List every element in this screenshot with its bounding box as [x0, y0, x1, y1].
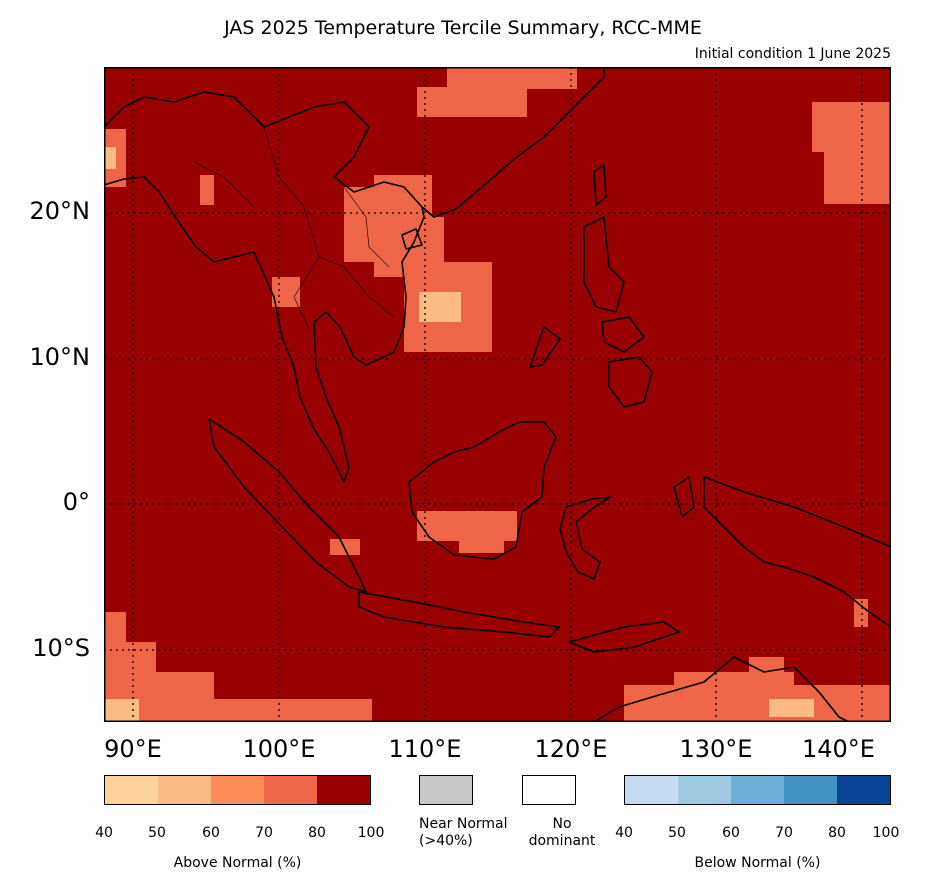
legend-above-tick-40: 40 — [95, 825, 113, 841]
legend-below-title: Below Normal (%) — [694, 855, 821, 871]
patch-pacific-ne-3 — [869, 152, 891, 204]
legend-above-tick-50: 50 — [148, 825, 166, 841]
legend-above-title: Above Normal (%) — [173, 855, 302, 871]
patch-sw-light — [104, 699, 139, 722]
patch-sumatra — [330, 539, 360, 555]
patch-myanmar — [200, 175, 214, 205]
patch-png — [854, 599, 868, 627]
patch-laos — [272, 277, 300, 307]
legend-below-colorbar — [624, 775, 891, 805]
legend-above-swatch-80-100 — [317, 776, 370, 804]
legend-above-swatch-60-70 — [211, 776, 264, 804]
coast-australia — [593, 656, 850, 722]
patch-sw-3 — [154, 672, 214, 722]
legend-no-dominant-line2: dominant — [528, 833, 596, 849]
patch-se-light — [769, 699, 814, 717]
legend-no-dominant-label: No dominant — [512, 816, 612, 850]
coast-visayas — [601, 316, 645, 353]
coast-taiwan — [593, 164, 607, 206]
coast-mindanao — [608, 356, 653, 408]
coast-halmahera — [673, 476, 695, 518]
gridlines — [104, 67, 891, 722]
patch-borneo-2 — [459, 537, 504, 553]
legend-below-tick-50: 50 — [668, 825, 686, 841]
lon-label-100e: 100°E — [242, 735, 316, 763]
patch-sw — [104, 612, 126, 722]
legend-near-normal-swatch — [419, 775, 473, 805]
legend-no-dominant-line1: No — [552, 816, 572, 832]
patch-vietnam-light — [419, 292, 461, 322]
legend-no-dominant-swatch — [522, 775, 576, 805]
patch-se-2 — [674, 672, 794, 692]
coast-timor — [568, 621, 680, 653]
legend-below-swatch-80-100 — [837, 776, 890, 804]
lon-label-120e: 120°E — [534, 735, 608, 763]
legend-below-swatch-50-60 — [678, 776, 731, 804]
tercile-map — [104, 67, 891, 722]
coast-java — [358, 591, 560, 638]
coast-sulawesi — [559, 496, 611, 580]
legend-above-tick-100: 100 — [357, 825, 385, 841]
legend-above-swatch-70-80 — [264, 776, 317, 804]
coast-asia-mainland — [104, 91, 425, 483]
coast-sumatra — [208, 418, 367, 593]
lat-label-0: 0° — [62, 488, 90, 516]
lon-label-130e: 130°E — [679, 735, 753, 763]
border-4 — [193, 161, 255, 208]
patch-borneo — [417, 511, 517, 541]
lat-label-10n: 10°N — [29, 343, 91, 371]
coast-newguinea — [703, 476, 891, 628]
patch-sw-4 — [212, 699, 372, 722]
coast-hainan — [401, 228, 423, 250]
lon-label-90e: 90°E — [104, 735, 162, 763]
legend-below-swatch-70-80 — [784, 776, 837, 804]
legend-above-tick-60: 60 — [202, 825, 220, 841]
legend-below-tick-100: 100 — [872, 825, 900, 841]
legend-above-swatch-50-60 — [158, 776, 211, 804]
probability-patches — [104, 67, 891, 722]
legend-near-normal-line1: Near Normal — [419, 816, 508, 832]
border-2 — [293, 256, 320, 330]
chart-title: JAS 2025 Temperature Tercile Summary, RC… — [224, 17, 702, 39]
coast-china-south — [421, 67, 605, 218]
lon-label-110e: 110°E — [388, 735, 462, 763]
lon-label-140e: 140°E — [802, 735, 875, 763]
patch-china-north-2 — [417, 87, 527, 117]
legend-below-tick-70: 70 — [775, 825, 793, 841]
legend-below-tick-60: 60 — [722, 825, 740, 841]
legend-above-tick-70: 70 — [255, 825, 273, 841]
patch-india-2 — [104, 147, 116, 169]
patch-china-north — [447, 67, 577, 89]
lat-label-20n: 20°N — [29, 197, 91, 225]
coast-palawan — [529, 326, 561, 368]
legend-above-tick-80: 80 — [308, 825, 326, 841]
legend-near-normal-label: Near Normal (>40%) — [419, 816, 508, 850]
legend-below-tick-80: 80 — [828, 825, 846, 841]
legend-above-swatch-40-50 — [105, 776, 158, 804]
legend-below-swatch-60-70 — [731, 776, 784, 804]
legend-above-colorbar — [104, 775, 371, 805]
map-background — [104, 67, 891, 722]
map-frame — [104, 67, 891, 722]
patch-pacific-ne — [812, 102, 891, 152]
coast-luzon — [583, 216, 625, 313]
legend-below-swatch-40-50 — [625, 776, 678, 804]
coastlines — [104, 67, 891, 722]
legend-below-tick-40: 40 — [615, 825, 633, 841]
chart-subtitle: Initial condition 1 June 2025 — [694, 46, 891, 62]
border-3 — [343, 186, 390, 268]
coast-borneo — [408, 421, 557, 560]
legend-near-normal-line2: (>40%) — [419, 833, 473, 849]
lat-label-10s: 10°S — [32, 634, 90, 662]
